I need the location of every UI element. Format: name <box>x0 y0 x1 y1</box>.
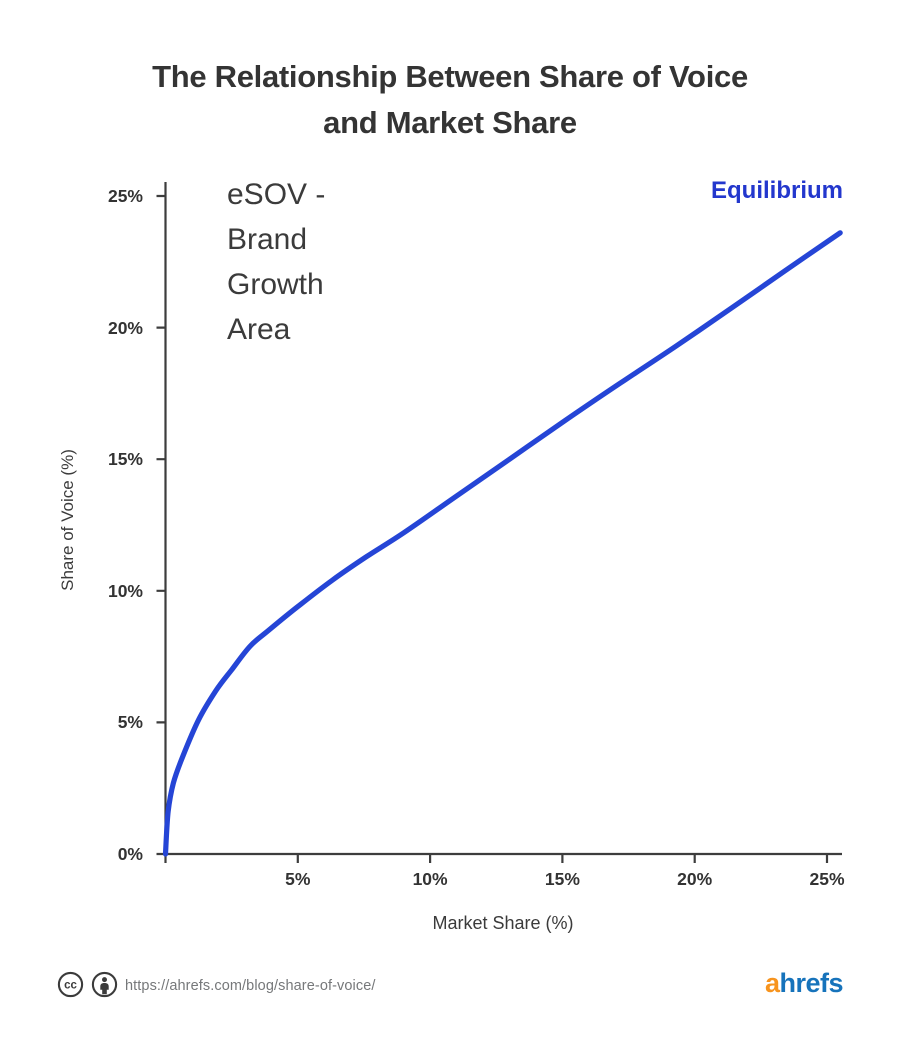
y-tick-label: 20% <box>107 317 143 338</box>
y-tick-label: 15% <box>107 449 143 470</box>
esov-curve-line <box>162 230 843 857</box>
x-tick-label: 20% <box>677 869 713 889</box>
ahrefs-logo-a: a <box>764 968 780 998</box>
y-tick-label: 0% <box>117 844 143 864</box>
tick-marks-icon <box>156 194 829 863</box>
x-tick-label: 25% <box>809 869 845 889</box>
esov-brand-growth-area-annotation: eSOV - Brand Growth Area <box>227 178 326 346</box>
attribution-person-icon <box>91 971 118 998</box>
cc-icon: cc <box>57 971 84 998</box>
page-title-line1: The Relationship Between Share of Voice <box>152 59 748 94</box>
x-axis-title: Market Share (%) <box>432 913 574 933</box>
y-tick-label: 25% <box>107 186 143 206</box>
page-title: The Relationship Between Share of Voice … <box>0 54 900 146</box>
x-tick-label: 15% <box>544 869 580 889</box>
ahrefs-logo: ahrefs <box>764 968 844 999</box>
equilibrium-label: Equilibrium <box>711 177 843 204</box>
page-title-line2: and Market Share <box>323 105 577 140</box>
license-icons: cc <box>57 971 118 998</box>
y-tick-label: 5% <box>117 712 143 733</box>
x-tick-label: 10% <box>412 869 448 889</box>
ahrefs-logo-hrefs: hrefs <box>779 968 843 998</box>
x-tick-label: 5% <box>285 869 311 889</box>
y-tick-label: 10% <box>107 580 143 601</box>
source-url: https://ahrefs.com/blog/share-of-voice/ <box>125 978 376 994</box>
cc-icon-letters: cc <box>64 980 77 992</box>
